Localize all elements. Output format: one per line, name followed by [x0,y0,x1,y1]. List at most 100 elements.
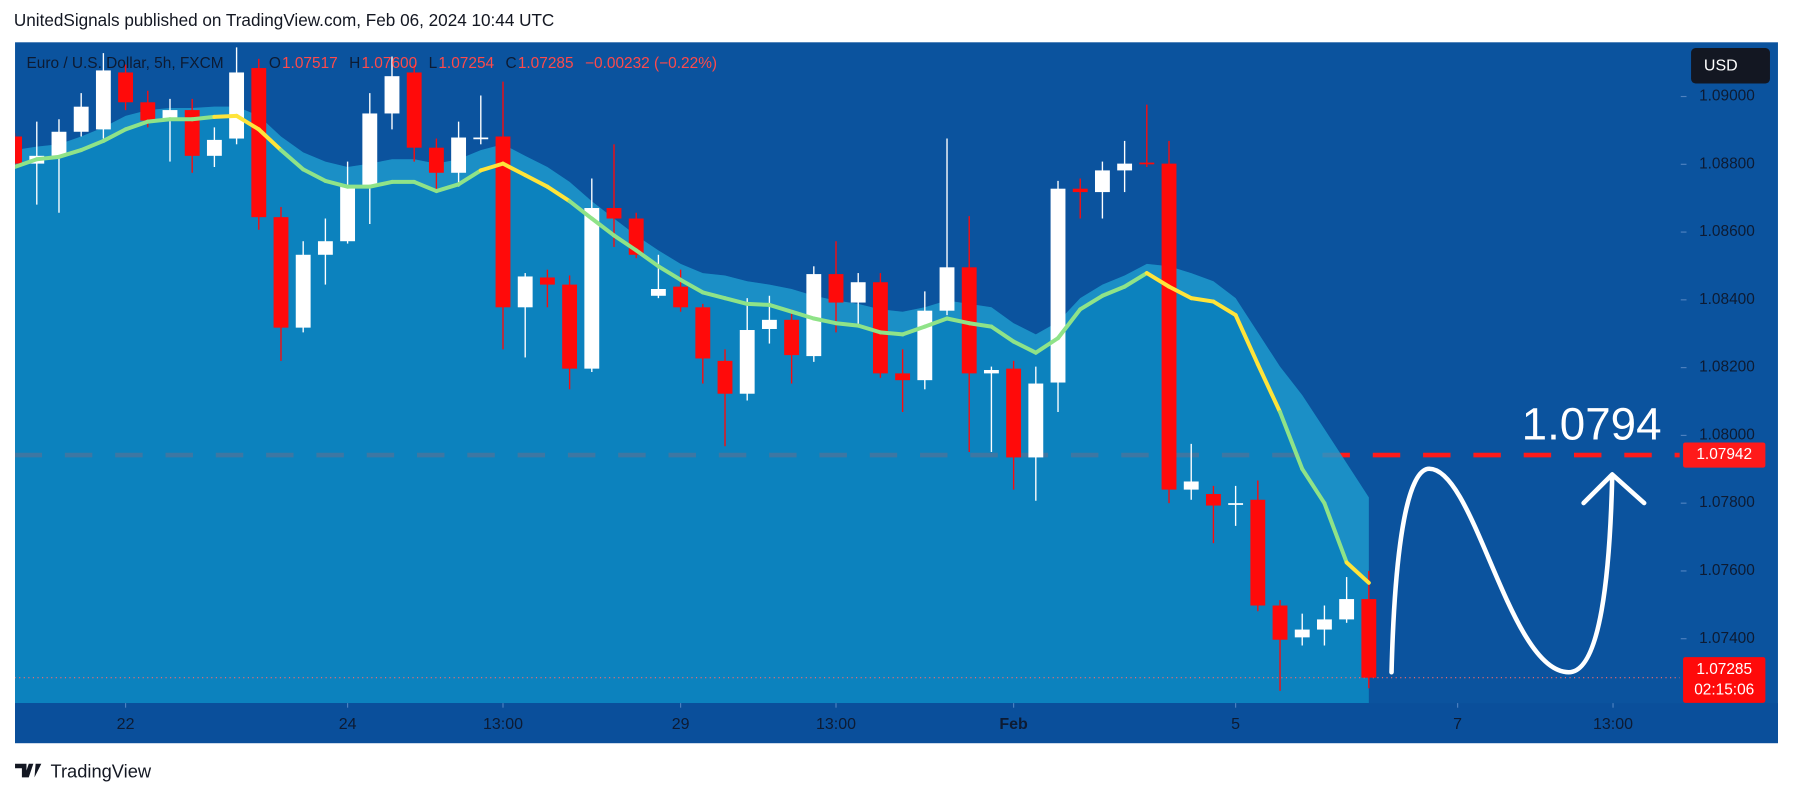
overlay: 1.07400 1.07600 1.07800 1.08000 1.08200 1.084… [117,88,1766,733]
x-tick-label: 7 [1453,716,1462,733]
y-tick-label: 1.09000 [1699,88,1755,105]
ema-segment [1167,284,1194,301]
ema-segment [234,113,261,132]
ohlc-value: 1.07285 [518,55,574,72]
candle-body [562,284,578,369]
candle-body [1117,163,1133,171]
candle-body [895,373,911,381]
candle-body [140,102,156,121]
ema-segment [967,321,994,329]
ema-segment [989,324,1016,344]
candle-body [362,113,378,187]
candle-body [939,267,955,311]
ema-segment [767,302,794,314]
ohlc-key: O [269,55,281,72]
candle-body [162,110,178,121]
ema-segment [745,301,772,307]
x-tick-label: 24 [339,716,357,733]
candle-body [1094,170,1110,193]
candle-body [428,147,444,173]
currency-label: USD [1704,58,1738,75]
ema-segment [523,173,550,189]
candle-body [717,360,733,394]
candle-body [983,369,999,374]
ema-segment [56,148,84,159]
ema-segment [545,184,572,204]
change-value: −0.00232 (−0.22%) [585,55,717,72]
candle-body [739,330,755,394]
ema-segment [678,277,705,295]
ema-segment [723,296,750,306]
band-area [15,106,1369,704]
ema-segment [1078,293,1105,312]
candle-body [1139,162,1155,165]
ema-segment [1011,339,1038,355]
last-price-box [1683,657,1766,703]
level-price-box [1683,442,1766,468]
candle-body [118,72,134,103]
ema-segment [145,117,172,124]
candle-body [606,208,622,219]
ema-segment [367,179,394,189]
y-tick-label: 1.08600 [1699,223,1755,240]
x-tick-label: 22 [117,716,135,733]
ema-segment [1255,362,1283,415]
ema-segment [123,119,150,132]
ema-segment [190,114,217,122]
candle-body [784,319,800,356]
ema-segment [456,168,483,187]
candle-body [650,289,666,296]
candle-body [317,241,333,255]
ema-segment [256,127,283,153]
ohlc-value: 1.07254 [438,55,494,72]
annotation: 1.0794 [1522,399,1662,450]
ohlc-key: C [506,55,517,72]
candle-body [51,131,67,156]
candle-body [1316,619,1332,630]
ema-segment [1144,271,1172,289]
ema-segment [212,113,239,119]
candle-body [917,310,933,381]
ema-segment [1344,560,1371,585]
candle-body [295,254,311,328]
ema-segment [1278,410,1305,471]
ema-segment [1122,271,1149,289]
ema-segment [878,330,905,337]
ema-segment [478,161,506,173]
ema-segment [1300,466,1327,506]
candle-body [1294,629,1310,638]
candle-body [229,72,245,139]
logo-mark [15,763,42,778]
candle-body [406,72,422,148]
candle-body [673,286,689,308]
ema-segment [412,179,439,194]
ema-segment [1233,313,1260,367]
ema-segment [1033,336,1061,355]
x-tick-label: Feb [999,716,1028,733]
candle-body [1228,503,1244,505]
x-tick-label: 13:00 [1593,716,1633,733]
y-tick-label: 1.08400 [1699,291,1755,308]
ema-segment [34,154,61,162]
ema-segment [79,138,106,153]
candle-body [584,208,600,369]
candle-body [495,136,511,308]
y-tick-label: 1.07400 [1699,630,1755,647]
ema-segment [278,148,306,172]
ema-segment [900,324,927,337]
ema-segment [945,316,972,326]
candle-body [340,186,356,242]
ema-segment [15,157,39,169]
currency-button[interactable] [1691,48,1770,84]
candle-body [1183,481,1199,490]
ema-segment [834,321,861,328]
candle-body [206,139,222,156]
candle-body [806,274,822,357]
candle-body [961,267,977,374]
ohlc-value: 1.07600 [361,55,417,72]
candle-body [1161,163,1177,490]
candle-body [1050,188,1066,383]
ema-segment [1056,307,1083,341]
ema-segment [323,178,350,189]
